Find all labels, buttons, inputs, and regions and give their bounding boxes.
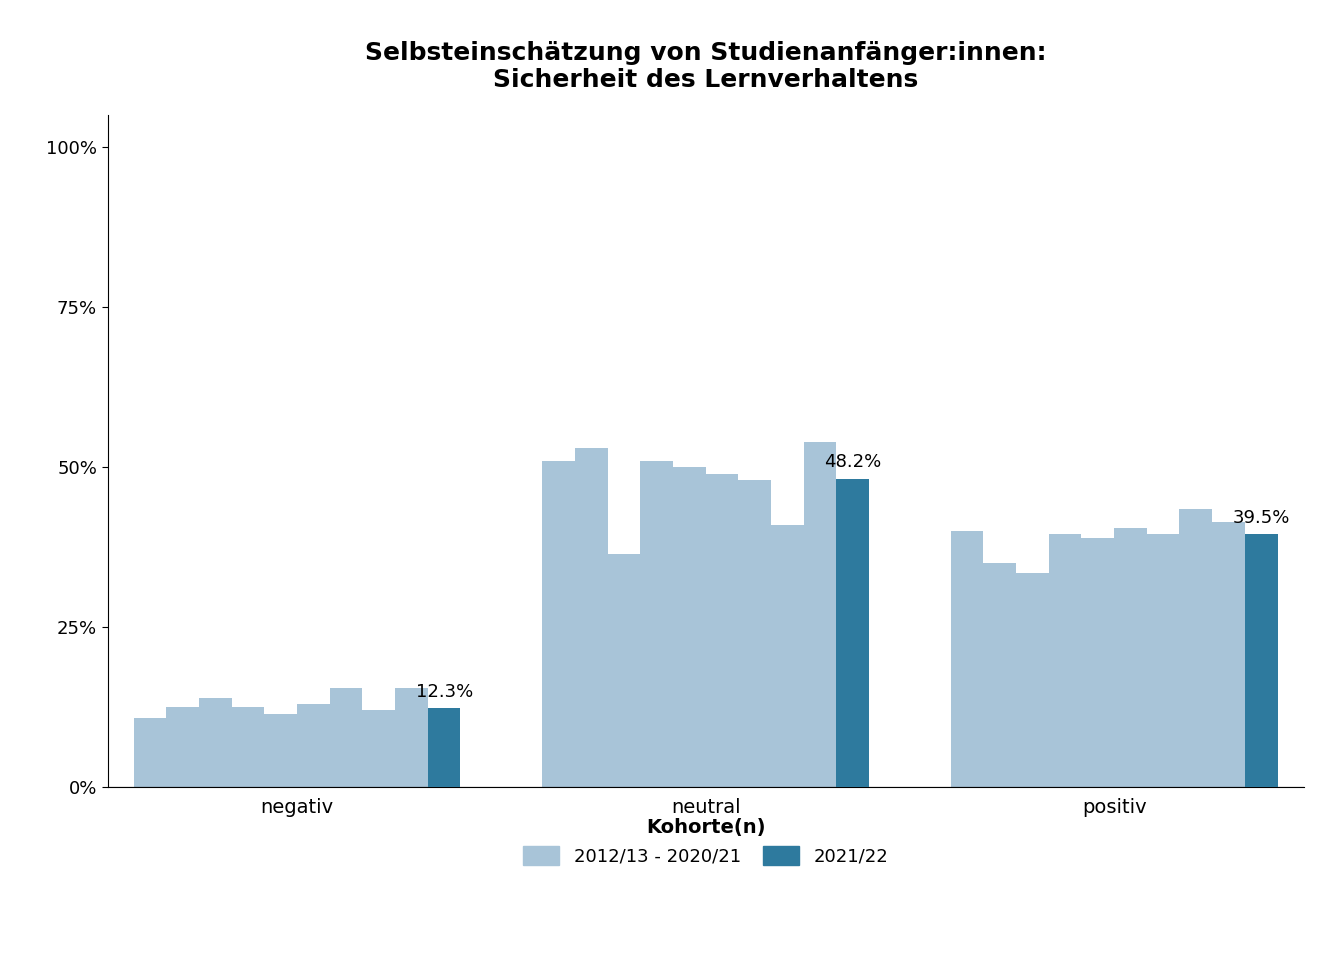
Bar xyxy=(673,468,706,787)
Bar xyxy=(199,698,231,787)
Bar xyxy=(640,461,673,787)
Legend: 2012/13 - 2020/21, 2021/22: 2012/13 - 2020/21, 2021/22 xyxy=(523,818,888,866)
Bar xyxy=(738,480,771,787)
Bar xyxy=(427,708,461,787)
Bar xyxy=(1082,538,1114,787)
Text: 39.5%: 39.5% xyxy=(1232,509,1290,527)
Bar xyxy=(363,710,395,787)
Bar xyxy=(1180,509,1212,787)
Bar xyxy=(133,718,167,787)
Bar xyxy=(836,479,870,787)
Bar xyxy=(984,564,1016,787)
Bar xyxy=(395,688,427,787)
Bar xyxy=(1245,535,1278,787)
Bar xyxy=(231,708,265,787)
Bar xyxy=(297,704,329,787)
Bar xyxy=(1016,573,1048,787)
Bar xyxy=(706,473,738,787)
Bar xyxy=(771,525,804,787)
Text: 12.3%: 12.3% xyxy=(415,683,473,701)
Bar xyxy=(804,442,836,787)
Bar xyxy=(1212,521,1245,787)
Bar xyxy=(329,688,363,787)
Bar xyxy=(950,531,984,787)
Bar xyxy=(167,708,199,787)
Bar xyxy=(575,448,607,787)
Bar xyxy=(607,554,640,787)
Bar xyxy=(1146,535,1180,787)
Text: 48.2%: 48.2% xyxy=(824,453,882,471)
Bar xyxy=(1114,528,1146,787)
Bar xyxy=(265,713,297,787)
Title: Selbsteinschätzung von Studienanfänger:innen:
Sicherheit des Lernverhaltens: Selbsteinschätzung von Studienanfänger:i… xyxy=(364,40,1047,92)
Bar xyxy=(1048,535,1082,787)
Bar xyxy=(542,461,575,787)
